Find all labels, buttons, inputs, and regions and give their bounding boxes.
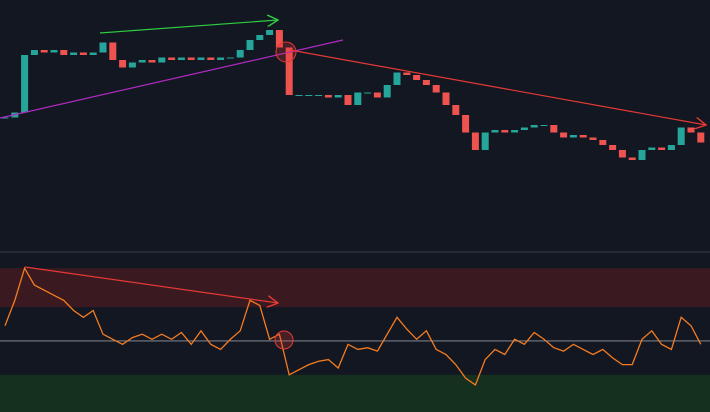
candle [354,92,362,105]
candle [187,57,195,60]
candle [324,95,332,98]
candle [148,60,156,63]
candle [628,157,636,160]
candle [511,130,519,133]
candle [315,95,323,96]
highlight-circle [274,330,294,350]
candle [609,145,617,150]
candle [364,92,372,94]
candle [128,62,136,68]
candle [305,95,313,96]
candle [540,125,548,126]
candle [393,72,401,85]
candle [158,57,166,63]
candle [413,75,421,80]
candle [569,135,577,138]
candle [667,145,675,150]
trend-arrow [289,49,706,125]
candle [138,60,146,63]
candle [658,147,666,150]
candle [119,60,127,68]
candle [99,42,107,53]
candle [226,57,234,59]
highlight-circle [275,41,297,63]
candle [491,130,499,133]
candle [50,50,58,53]
candle [638,150,646,160]
trend-arrow [99,20,278,34]
candle [109,42,117,60]
candle [266,30,274,35]
candle [40,50,48,53]
candle [432,85,440,93]
candle [21,55,29,113]
candle [295,95,303,96]
candle [60,50,68,55]
candle [383,85,391,98]
candle [618,150,626,158]
candle [530,125,538,128]
candle [422,80,430,85]
candle [79,52,87,55]
candle [687,127,695,133]
candle [30,50,38,55]
candle [168,57,176,60]
candle [481,132,489,150]
candle [177,57,185,60]
candle [275,30,283,48]
candle [344,95,352,105]
trend-arrow [24,266,278,303]
candle [1,117,9,119]
candle [334,95,342,98]
candle [403,72,411,75]
candle [70,52,78,55]
candle [677,127,685,145]
rsi-line [4,266,702,386]
candle [256,35,264,40]
plot-layer [0,30,710,412]
candle [442,92,450,105]
candle [236,50,244,58]
candle [520,127,528,130]
candle [599,140,607,145]
candle [452,105,460,115]
candle [550,125,558,133]
candle [197,57,205,60]
candle [373,92,381,98]
candle [285,47,293,95]
candle [217,57,225,60]
candle [501,130,509,133]
candle [207,57,215,60]
candle [579,135,587,138]
candle [246,40,254,50]
candle [462,115,470,133]
candle [589,137,597,140]
candle [697,132,705,143]
trend-line [0,39,344,119]
band [0,374,710,412]
candle [89,52,97,55]
band [0,268,710,308]
candle [560,132,568,138]
candle [648,147,656,150]
candle [471,132,479,150]
